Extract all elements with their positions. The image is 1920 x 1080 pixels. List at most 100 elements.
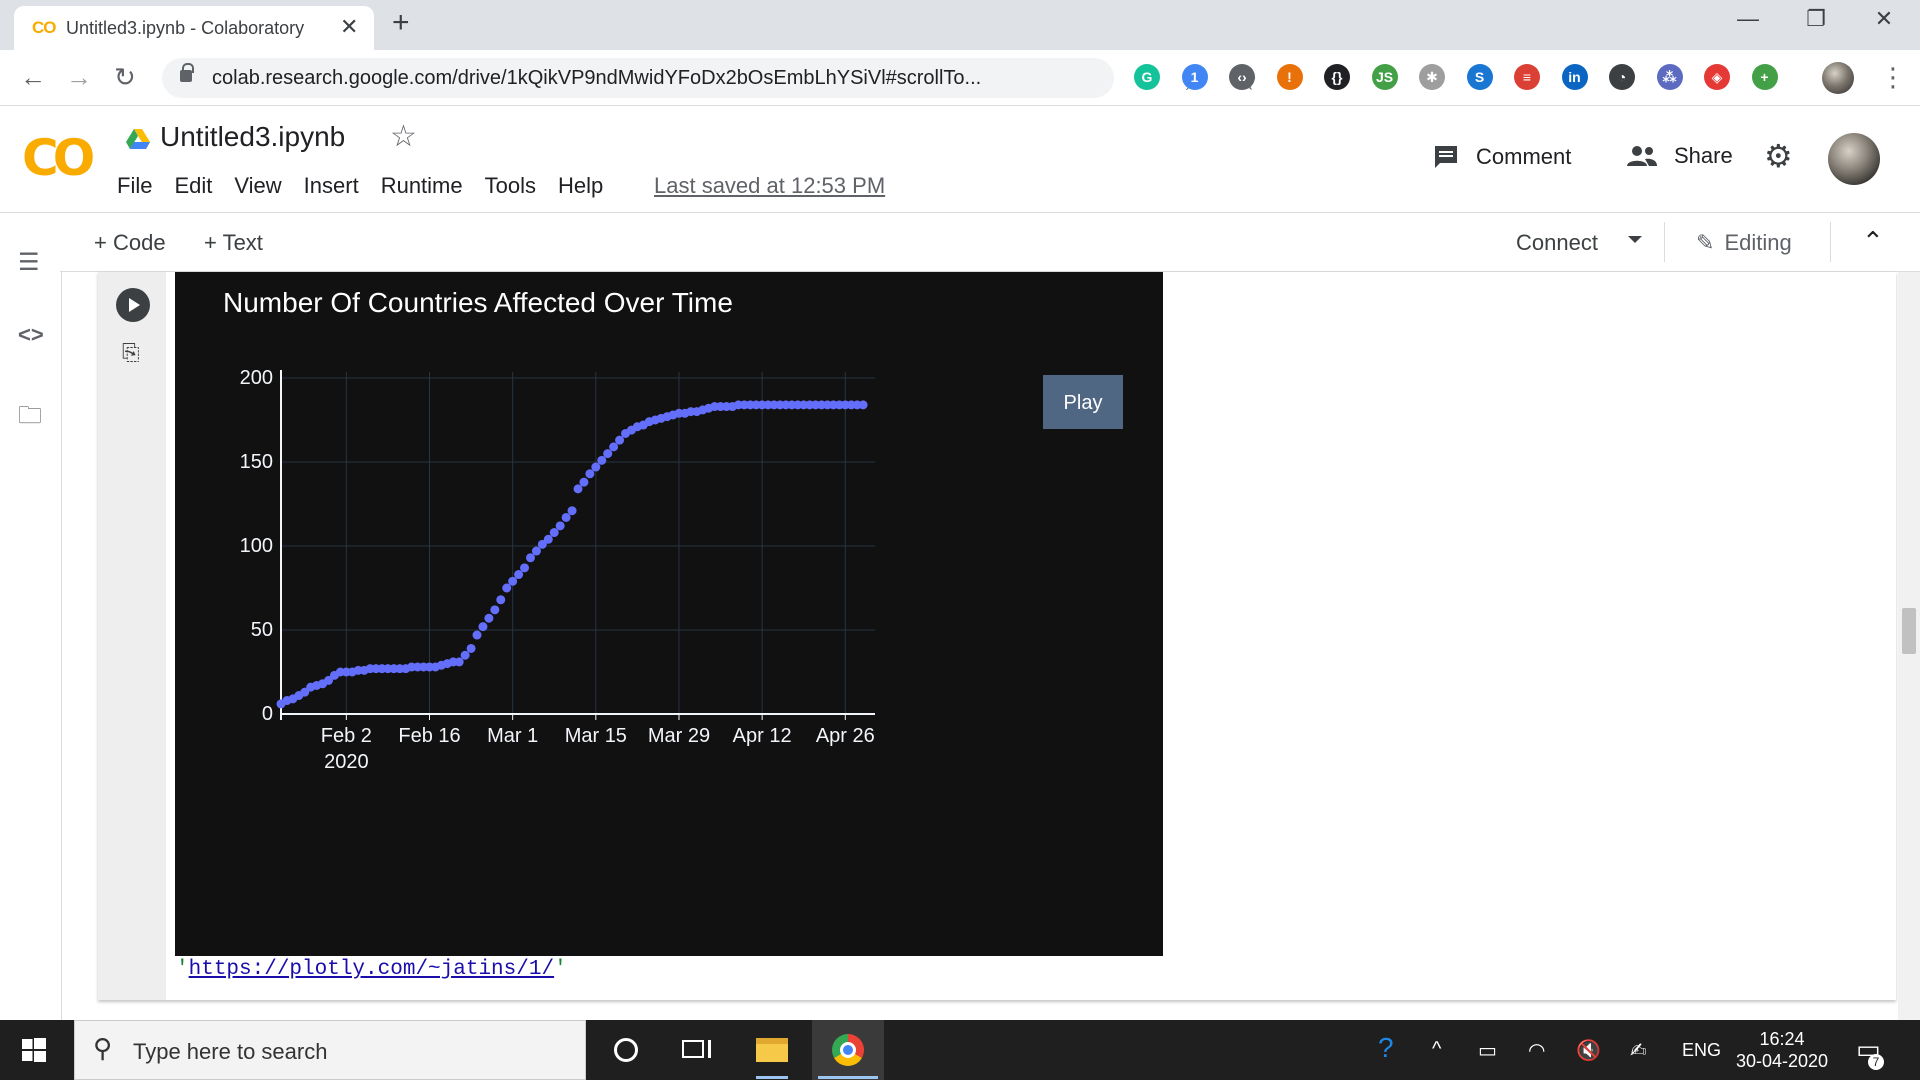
data-point[interactable] <box>472 630 482 640</box>
data-point[interactable] <box>555 521 565 531</box>
grid-ext-icon[interactable]: ⁂ <box>1656 64 1683 90</box>
data-point[interactable] <box>591 462 601 472</box>
restore-icon[interactable]: ❐ <box>1806 6 1826 31</box>
taskbar-search-box[interactable]: ⚲ Type here to search <box>74 1020 586 1080</box>
data-point[interactable] <box>549 528 559 538</box>
play-button[interactable]: Play <box>1043 375 1123 429</box>
pen-icon[interactable]: ✍ <box>1630 1040 1647 1062</box>
address-bar[interactable]: colab.research.google.com/drive/1kQikVP9… <box>162 58 1257 98</box>
node-ext-icon[interactable]: JS <box>1371 64 1398 90</box>
menu-item-insert[interactable]: Insert <box>303 173 359 198</box>
data-point[interactable] <box>324 675 334 685</box>
speed-ext-icon[interactable]: ◔ <box>1609 64 1635 90</box>
windows-start-icon[interactable] <box>22 1038 46 1062</box>
connect-dropdown-icon[interactable] <box>1628 236 1642 243</box>
window-close-icon[interactable]: ✕ <box>1874 6 1894 31</box>
extension-badge-icon[interactable]: 1 <box>1181 64 1208 90</box>
battery-icon[interactable]: ▭ <box>1478 1040 1497 1062</box>
menu-item-file[interactable]: File <box>117 173 153 198</box>
plus-ext-icon[interactable]: + <box>1751 64 1778 90</box>
comment-button[interactable]: Comment <box>1432 143 1571 171</box>
data-point[interactable] <box>460 650 470 660</box>
task-view-icon[interactable] <box>660 1020 732 1080</box>
data-point[interactable] <box>603 449 613 459</box>
menu-item-help[interactable]: Help <box>557 173 604 198</box>
data-point[interactable] <box>484 613 494 623</box>
linkedin-ext-icon[interactable]: in <box>1561 64 1588 90</box>
wifi-icon[interactable]: ◠ <box>1528 1040 1546 1062</box>
menu-item-runtime[interactable]: Runtime <box>380 173 463 198</box>
data-point[interactable] <box>520 563 530 573</box>
data-point[interactable] <box>478 622 488 632</box>
google-drive-icon[interactable] <box>126 129 150 149</box>
shield-ext-icon[interactable]: ◈ <box>1704 64 1730 90</box>
page-scrollbar[interactable] <box>1898 272 1920 1020</box>
output-actions-icon[interactable]: ⎘ <box>122 340 140 365</box>
volume-muted-icon[interactable]: 🔇 <box>1576 1040 1601 1062</box>
run-cell-icon[interactable] <box>116 288 150 322</box>
file-explorer-icon[interactable] <box>736 1020 808 1080</box>
notebook-title[interactable]: Untitled3.ipynb <box>160 121 346 152</box>
data-point[interactable] <box>466 643 476 653</box>
table-of-contents-icon[interactable]: ☰ <box>18 249 40 276</box>
star-notebook-icon[interactable]: ☆ <box>390 120 417 153</box>
data-point[interactable] <box>597 455 607 465</box>
cortana-icon[interactable] <box>590 1020 662 1080</box>
chrome-taskbar-icon[interactable] <box>812 1020 884 1080</box>
json-ext-icon[interactable]: {} <box>1324 64 1350 90</box>
output-link[interactable]: https://plotly.com/~jatins/1/ <box>188 958 555 981</box>
share-button[interactable]: Share <box>1626 143 1733 169</box>
add-code-button[interactable]: + Code <box>94 230 166 255</box>
data-point[interactable] <box>858 400 868 410</box>
menu-item-view[interactable]: View <box>234 173 282 198</box>
new-tab-button[interactable]: + <box>392 6 410 39</box>
show-hidden-icons-icon[interactable]: ^ <box>1432 1038 1442 1060</box>
colab-logo[interactable]: CO <box>22 129 95 187</box>
skype-ext-icon[interactable]: S <box>1466 64 1493 90</box>
close-tab-icon[interactable]: ✕ <box>340 14 359 39</box>
grammarly-icon[interactable]: G <box>1134 64 1160 90</box>
data-point[interactable] <box>490 605 500 615</box>
help-icon[interactable]: ? <box>1378 1032 1394 1063</box>
language-indicator[interactable]: ENG <box>1682 1040 1722 1060</box>
gear-icon[interactable]: ⚙ <box>1764 138 1793 174</box>
menu-item-tools[interactable]: Tools <box>484 173 536 198</box>
reload-icon[interactable]: ↻ <box>114 62 136 92</box>
profile-avatar[interactable] <box>1822 62 1854 94</box>
data-point[interactable] <box>543 534 553 544</box>
settings-ext-icon[interactable]: ✱ <box>1419 64 1445 90</box>
plotly-chart[interactable]: Number Of Countries Affected Over Time 0… <box>175 272 1163 956</box>
data-point[interactable] <box>502 583 512 593</box>
browser-tab[interactable]: CO Untitled3.ipynb - Colaboratory ✕ <box>14 6 374 50</box>
minimize-icon[interactable]: — <box>1737 6 1759 31</box>
files-folder-icon[interactable]: 🗀 <box>18 402 42 429</box>
data-point[interactable] <box>496 595 506 605</box>
data-point[interactable] <box>531 546 541 556</box>
avatar[interactable] <box>1828 133 1880 185</box>
data-point[interactable] <box>609 442 619 452</box>
collapse-header-icon[interactable]: ⌃ <box>1862 226 1884 256</box>
alert-ext-icon[interactable]: ! <box>1276 64 1303 90</box>
data-point[interactable] <box>454 657 464 667</box>
url-text[interactable]: colab.research.google.com/drive/1kQikVP9… <box>212 67 982 89</box>
connect-button[interactable]: Connect <box>1516 230 1598 255</box>
taskbar-clock[interactable]: 16:24 30-04-2020 <box>1734 1028 1830 1072</box>
data-point[interactable] <box>514 570 524 580</box>
data-point[interactable] <box>585 469 595 479</box>
data-point[interactable] <box>615 435 625 445</box>
data-point[interactable] <box>537 539 547 549</box>
add-text-button[interactable]: + Text <box>204 230 263 255</box>
data-point[interactable] <box>300 687 310 697</box>
data-point[interactable] <box>561 512 571 522</box>
search-input[interactable]: Type here to search <box>133 1039 328 1064</box>
forward-icon[interactable]: → <box>66 62 92 92</box>
menu-item-edit[interactable]: Edit <box>174 173 213 198</box>
data-point[interactable] <box>525 553 535 563</box>
data-point[interactable] <box>508 576 518 586</box>
browser-menu-icon[interactable]: ⋮ <box>1880 62 1906 92</box>
scrollbar-thumb[interactable] <box>1902 608 1916 654</box>
data-point[interactable] <box>579 477 589 487</box>
todoist-ext-icon[interactable]: ≡ <box>1514 64 1540 90</box>
editing-mode-button[interactable]: ✎ Editing <box>1696 230 1792 256</box>
code-snippets-icon[interactable]: <> <box>18 322 44 347</box>
